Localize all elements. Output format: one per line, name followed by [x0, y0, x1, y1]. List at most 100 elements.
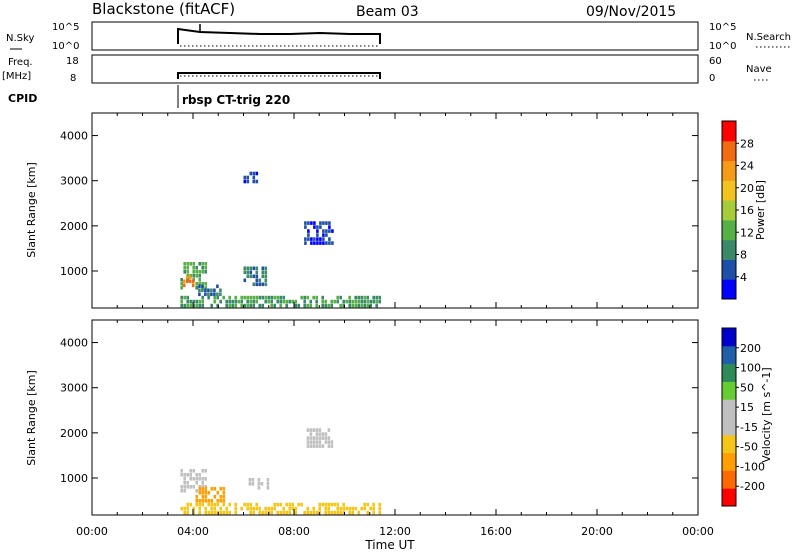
- range-gate-cell: [366, 295, 369, 300]
- range-gate-cell: [330, 440, 334, 444]
- range-gate-cell: [255, 266, 259, 271]
- range-gate-cell: [204, 292, 207, 297]
- colorbar-swatch: [722, 140, 736, 162]
- range-gate-cell: [255, 270, 259, 275]
- range-gate-cell: [222, 502, 225, 507]
- range-gate-cell: [240, 303, 243, 308]
- range-gate-cell: [375, 303, 378, 308]
- colorbar-swatch: [722, 259, 736, 280]
- range-gate-cell: [282, 299, 285, 304]
- range-gate-cell: [195, 274, 198, 278]
- colorbar-swatch: [722, 452, 736, 471]
- range-gate-cell: [354, 303, 357, 308]
- range-gate-cell: [201, 491, 205, 495]
- range-gate-cell: [213, 506, 216, 511]
- range-gate-cell: [316, 237, 319, 241]
- range-gate-cell: [333, 502, 336, 507]
- range-gate-cell: [195, 282, 198, 286]
- range-gate-cell: [285, 510, 288, 515]
- range-gate-cell: [330, 502, 333, 507]
- range-gate-cell: [257, 478, 261, 482]
- power-panel: 1000 2000 3000 4000 Slant Range [km] 4 8 12 16…: [25, 112, 767, 309]
- range-gate-cell: [204, 469, 207, 473]
- range-gate-cell: [231, 299, 234, 304]
- range-gate-cell: [210, 499, 214, 503]
- range-gate-cell: [304, 237, 307, 241]
- range-gate-cell: [328, 221, 331, 225]
- range-gate-cell: [249, 171, 253, 176]
- range-gate-cell: [195, 477, 198, 481]
- range-gate-cell: [213, 288, 216, 293]
- range-gate-cell: [257, 486, 261, 490]
- range-gate-cell: [315, 299, 318, 304]
- range-gate-cell: [303, 303, 306, 308]
- range-gate-cell: [372, 295, 375, 300]
- echo-region: [180, 295, 381, 308]
- range-gate-cell: [222, 487, 226, 491]
- range-gate-cell: [318, 502, 321, 507]
- nave-tick-high: 60: [709, 56, 722, 67]
- range-gate-cell: [267, 295, 270, 300]
- range-gate-cell: [198, 506, 201, 511]
- range-gate-cell: [309, 299, 312, 304]
- range-gate-cell: [210, 303, 213, 308]
- y-tick-label: 4000: [60, 130, 88, 143]
- range-gate-cell: [273, 303, 276, 308]
- range-gate-cell: [225, 506, 228, 511]
- range-gate-cell: [204, 288, 207, 293]
- colorbar-tick-label: 24: [740, 160, 754, 173]
- range-gate-cell: [201, 303, 204, 308]
- range-gate-cell: [369, 299, 372, 304]
- range-gate-cell: [309, 436, 313, 440]
- range-gate-cell: [348, 303, 351, 308]
- range-gate-cell: [354, 295, 357, 300]
- range-gate-cell: [195, 473, 198, 477]
- colorbar-swatch: [722, 239, 736, 260]
- range-gate-cell: [378, 510, 381, 515]
- range-gate-cell: [309, 510, 312, 515]
- range-gate-cell: [264, 295, 267, 300]
- range-gate-cell: [252, 295, 255, 300]
- range-gate-cell: [322, 237, 325, 241]
- range-gate-cell: [201, 288, 204, 293]
- range-gate-cell: [309, 432, 313, 436]
- range-gate-cell: [198, 284, 201, 289]
- range-gate-cell: [327, 444, 331, 448]
- range-gate-cell: [270, 510, 273, 515]
- range-gate-cell: [201, 499, 205, 503]
- range-gate-cell: [252, 171, 256, 176]
- range-gate-cell: [369, 506, 372, 511]
- range-gate-cell: [327, 506, 330, 511]
- range-gate-cell: [246, 175, 250, 180]
- range-gate-cell: [260, 482, 264, 486]
- range-gate-cell: [270, 506, 273, 511]
- range-gate-cell: [313, 241, 316, 245]
- nsky-tick-high: 10^5: [52, 22, 79, 33]
- colorbar-tick-label: -100: [740, 460, 765, 473]
- range-gate-cell: [336, 510, 339, 515]
- range-gate-cell: [237, 299, 240, 304]
- range-gate-cell: [186, 295, 189, 300]
- range-gate-cell: [182, 283, 186, 288]
- range-gate-cell: [219, 487, 223, 491]
- range-gate-cell: [336, 502, 339, 507]
- range-gate-cell: [186, 502, 189, 507]
- nave-label: Nave: [746, 64, 772, 75]
- range-gate-cell: [201, 262, 204, 266]
- range-gate-cell: [240, 506, 243, 511]
- freq-trace: [177, 72, 381, 79]
- range-gate-cell: [307, 229, 310, 233]
- range-gate-cell: [372, 510, 375, 515]
- range-gate-cell: [216, 499, 220, 503]
- range-gate-cell: [327, 510, 330, 515]
- nsky-tick-low: 10^0: [52, 41, 79, 52]
- range-gate-cell: [357, 295, 360, 300]
- range-gate-cell: [246, 303, 249, 308]
- range-gate-cell: [330, 299, 333, 304]
- range-gate-cell: [240, 299, 243, 304]
- range-gate-cell: [288, 502, 291, 507]
- range-gate-cell: [189, 303, 192, 308]
- echo-region: [198, 284, 222, 297]
- range-gate-cell: [240, 295, 243, 300]
- range-gate-cell: [222, 495, 226, 499]
